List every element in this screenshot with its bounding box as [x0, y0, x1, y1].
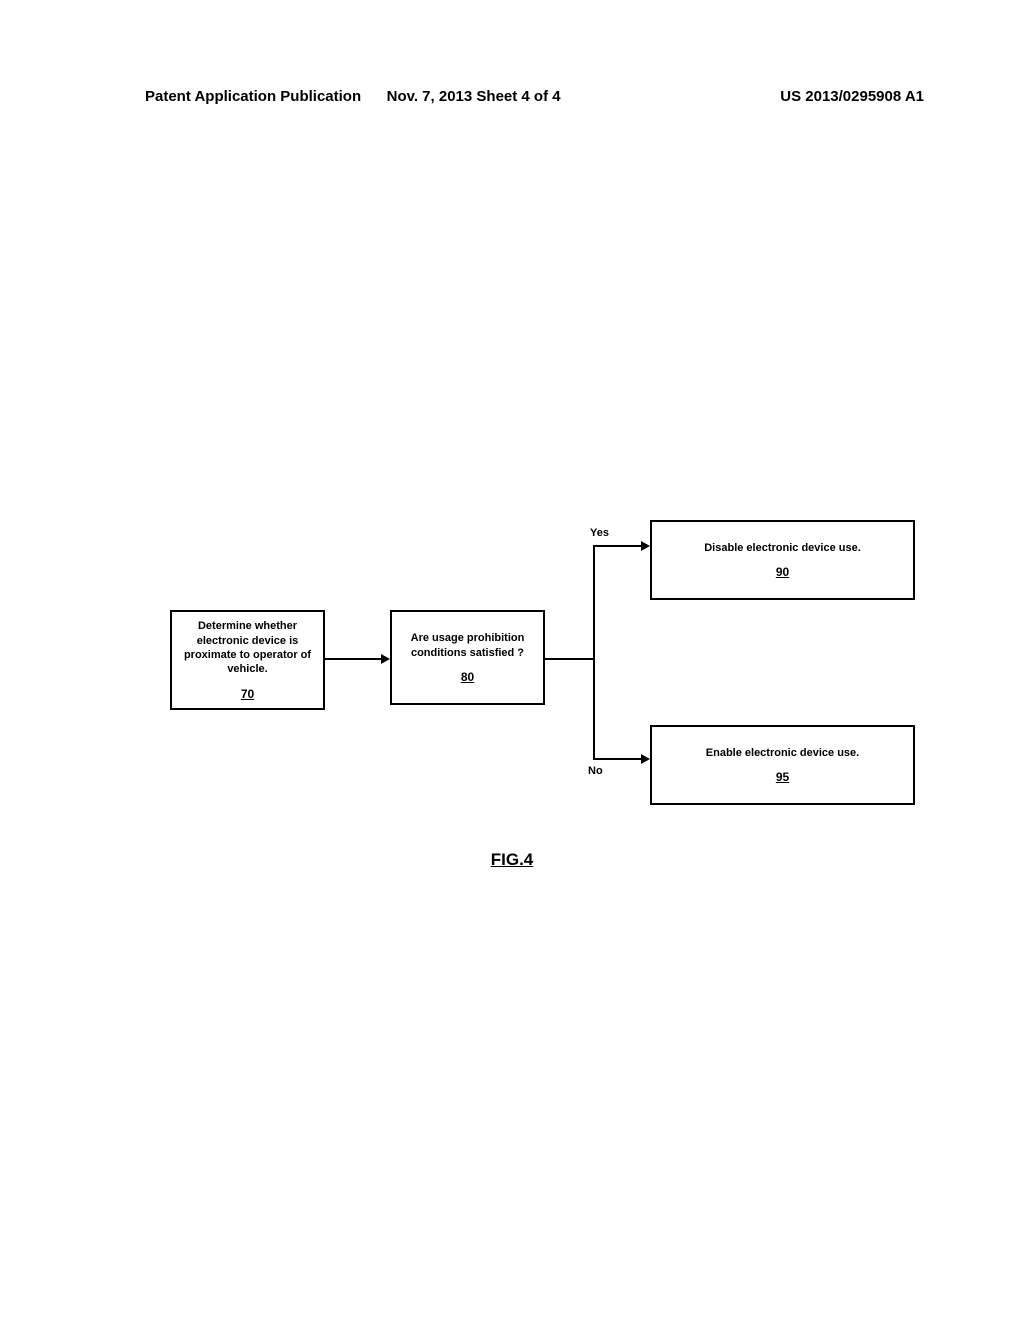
step-number: 80	[461, 670, 474, 684]
page-header: Patent Application Publication Nov. 7, 2…	[145, 88, 924, 105]
step-number: 90	[776, 565, 789, 579]
arrowhead-icon	[641, 541, 650, 551]
edge-branch-vertical	[593, 545, 595, 760]
header-date-sheet: Nov. 7, 2013 Sheet 4 of 4	[387, 88, 561, 105]
step-determine-proximity: Determine whether electronic device is p…	[170, 610, 325, 710]
step-disable-device: Disable electronic device use. 90	[650, 520, 915, 600]
edge-no	[593, 758, 643, 760]
step-text: Disable electronic device use.	[704, 541, 861, 555]
edge-yes	[593, 545, 643, 547]
edge-70-to-80	[325, 658, 383, 660]
step-number: 70	[241, 687, 254, 701]
step-text: Enable electronic device use.	[706, 746, 859, 760]
edge-80-out	[545, 658, 595, 660]
header-publication-type: Patent Application Publication	[145, 88, 361, 105]
decision-usage-prohibition: Are usage prohibition conditions satisfi…	[390, 610, 545, 705]
arrowhead-icon	[641, 754, 650, 764]
arrowhead-icon	[381, 654, 390, 664]
step-text: Are usage prohibition conditions satisfi…	[400, 631, 535, 660]
edge-label-no: No	[588, 765, 603, 777]
header-publication-number: US 2013/0295908 A1	[780, 88, 924, 105]
edge-label-yes: Yes	[590, 527, 609, 539]
figure-label: FIG.4	[491, 850, 534, 870]
step-text: Determine whether electronic device is p…	[180, 619, 315, 676]
step-number: 95	[776, 770, 789, 784]
step-enable-device: Enable electronic device use. 95	[650, 725, 915, 805]
flowchart: Determine whether electronic device is p…	[150, 530, 930, 930]
